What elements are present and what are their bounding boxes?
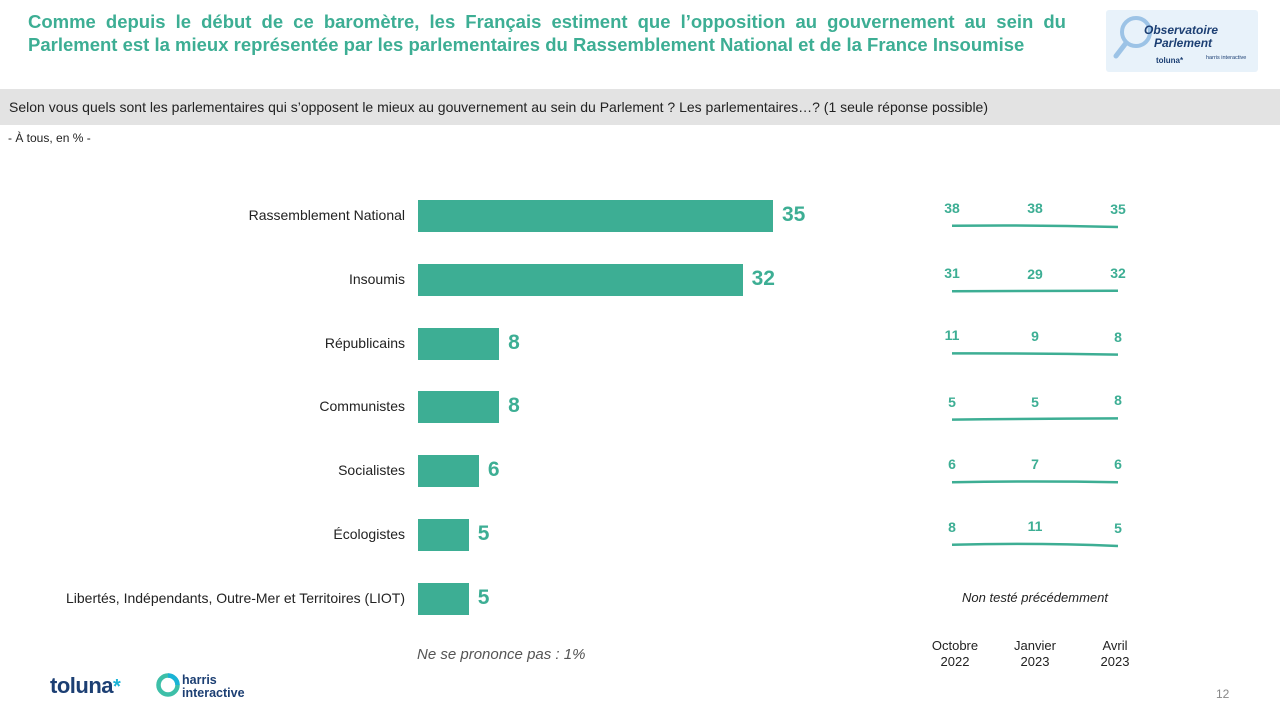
trend-value-label: 6 [948, 456, 956, 473]
bar [418, 327, 500, 360]
page-title: Comme depuis le début de ce baromètre, l… [28, 11, 1066, 55]
trend-value-label: 8 [1114, 328, 1122, 345]
no-opinion-note: Ne se prononce pas : 1% [417, 646, 586, 663]
trend-value-label: 5 [948, 393, 956, 410]
bar [418, 455, 479, 488]
category-label: Insoumis [348, 270, 405, 287]
toluna-logo: toluna* [50, 673, 121, 698]
bar-value-label: 8 [508, 330, 520, 354]
logo-harris: harris interactive [1206, 55, 1247, 61]
bar-value-label: 5 [477, 522, 490, 545]
bar-value-label: 5 [477, 585, 490, 609]
trend-line [951, 542, 1119, 548]
period-october-2022: Octobre 2022 [931, 638, 979, 669]
trend-value-label: 38 [1027, 199, 1043, 216]
category-label: Républicains [324, 334, 405, 351]
bar-value-label: 6 [487, 458, 500, 482]
logo-toluna: toluna* [1156, 56, 1184, 65]
bar [418, 263, 743, 296]
trend-value-label: 31 [944, 265, 960, 282]
not-tested-label: Non testé précédemment [962, 590, 1108, 605]
magnifier-icon [1113, 16, 1152, 59]
trend-value-label: 6 [1114, 456, 1122, 473]
logo-title: Observatoire Parlement [1144, 23, 1219, 50]
category-label: Rassemblement National [248, 207, 405, 223]
trend-value-label: 11 [1027, 517, 1043, 534]
trend-value-label: 29 [1027, 266, 1043, 282]
bar-value-label: 32 [751, 266, 775, 290]
trend-line [951, 352, 1119, 356]
trend-value-label: 5 [1031, 393, 1039, 410]
trend-value-label: 35 [1110, 201, 1126, 217]
trend-line [951, 480, 1119, 484]
bar [418, 391, 500, 424]
category-label: Écologistes [333, 526, 405, 542]
category-label: Socialistes [338, 462, 405, 479]
period-january-2023: Janvier 2023 [1014, 638, 1056, 669]
trend-value-label: 32 [1110, 264, 1126, 281]
base-text: - À tous, en % - [8, 131, 91, 145]
category-label: Libertés, Indépendants, Outre-Mer et Ter… [66, 589, 405, 606]
trend-value-label: 38 [944, 199, 960, 216]
category-label: Communistes [319, 398, 405, 415]
bar-value-label: 35 [782, 203, 806, 226]
harris-ring-icon [156, 673, 180, 697]
bar [418, 582, 469, 615]
harris-logo: harris interactive [182, 673, 245, 700]
trend-value-label: 9 [1031, 328, 1039, 345]
question-band [0, 89, 1280, 125]
question-text: Selon vous quels sont les parlementaires… [9, 99, 989, 115]
observatoire-logo: Observatoire Parlement toluna* harris in… [1106, 10, 1258, 72]
trend-value-label: 8 [948, 518, 956, 535]
bar [418, 519, 469, 551]
trend-value-label: 7 [1031, 455, 1039, 472]
trend-value-label: 5 [1114, 520, 1122, 536]
bar [418, 200, 773, 232]
trend-line [951, 224, 1119, 229]
trend-value-label: 8 [1114, 392, 1122, 409]
trend-line [951, 417, 1119, 421]
period-april-2023: Avril 2023 [1100, 638, 1130, 669]
bar-value-label: 8 [508, 394, 520, 418]
page-number: 12 [1216, 687, 1230, 701]
trend-value-label: 11 [944, 327, 960, 344]
